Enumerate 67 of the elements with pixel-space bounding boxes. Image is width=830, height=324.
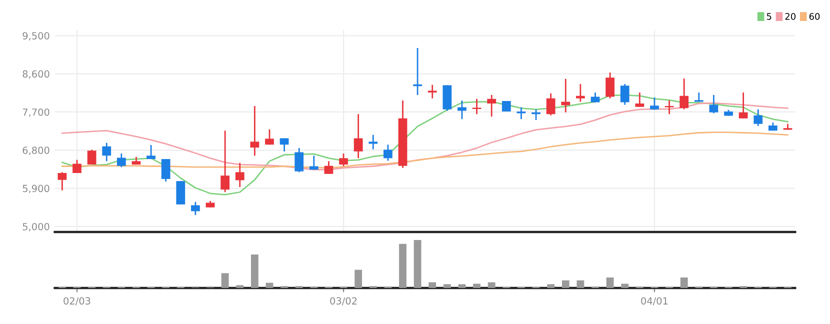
bar (576, 280, 584, 288)
candlestick (635, 92, 644, 108)
candlestick (324, 160, 334, 175)
candlestick (250, 105, 260, 156)
candlestick (738, 92, 748, 120)
candlestick (576, 83, 585, 102)
candlestick (220, 130, 230, 193)
candlestick (116, 152, 126, 168)
candlestick (176, 180, 186, 206)
candlestick (235, 162, 244, 188)
candlestick (58, 171, 67, 192)
candlestick (754, 108, 763, 127)
candlestick (72, 159, 82, 174)
legend-label: 60 (809, 13, 820, 20)
candlestick (87, 149, 96, 166)
bar (606, 277, 614, 288)
bar (414, 240, 422, 288)
bar (547, 284, 555, 288)
x-tick-label: 02/03 (64, 297, 90, 306)
bar (221, 273, 229, 288)
bar (473, 284, 480, 288)
candlestick (487, 94, 496, 118)
bar (621, 284, 629, 288)
candlestick (680, 78, 689, 110)
candlestick (146, 144, 156, 160)
candlestick (428, 84, 437, 100)
legend-label: 20 (785, 13, 796, 20)
y-tick-label: 8,600 (22, 70, 50, 79)
bar (680, 277, 688, 288)
candlestick (413, 47, 422, 96)
bar (399, 244, 406, 288)
candlestick (368, 134, 378, 150)
y-tick-label: 5,900 (22, 184, 50, 194)
x-tick-label: 04/01 (641, 297, 668, 306)
candlestick (472, 98, 482, 115)
legend-label: 5 (766, 13, 772, 20)
x-tick-label: 03/02 (330, 297, 357, 306)
bar (562, 280, 570, 288)
bar (428, 282, 436, 288)
candlestick (664, 100, 674, 115)
candlestick (546, 92, 556, 116)
candlestick (606, 72, 614, 100)
bar (458, 284, 466, 288)
y-tick-label: 7,700 (22, 108, 50, 117)
candlestick (354, 113, 363, 159)
y-tick-label: 9,500 (22, 32, 50, 40)
candlestick (709, 94, 718, 114)
candlestick (620, 83, 630, 106)
candlestick (265, 128, 274, 146)
candlestick (532, 108, 540, 121)
bar (236, 285, 244, 288)
candlestick (650, 96, 659, 111)
bar (266, 282, 274, 288)
candlestick (339, 152, 348, 167)
y-tick-label: 5,000 (22, 222, 50, 232)
candlestick (384, 144, 392, 162)
bar (354, 270, 362, 288)
candlestick (294, 147, 304, 173)
candlestick (102, 142, 112, 162)
candlestick (280, 138, 289, 152)
candlestick (191, 201, 200, 216)
bar (488, 282, 496, 288)
bar (443, 284, 451, 288)
candlestick (161, 158, 170, 182)
y-tick-label: 6,800 (22, 146, 50, 155)
bar (250, 254, 258, 288)
candlestick (694, 92, 704, 102)
